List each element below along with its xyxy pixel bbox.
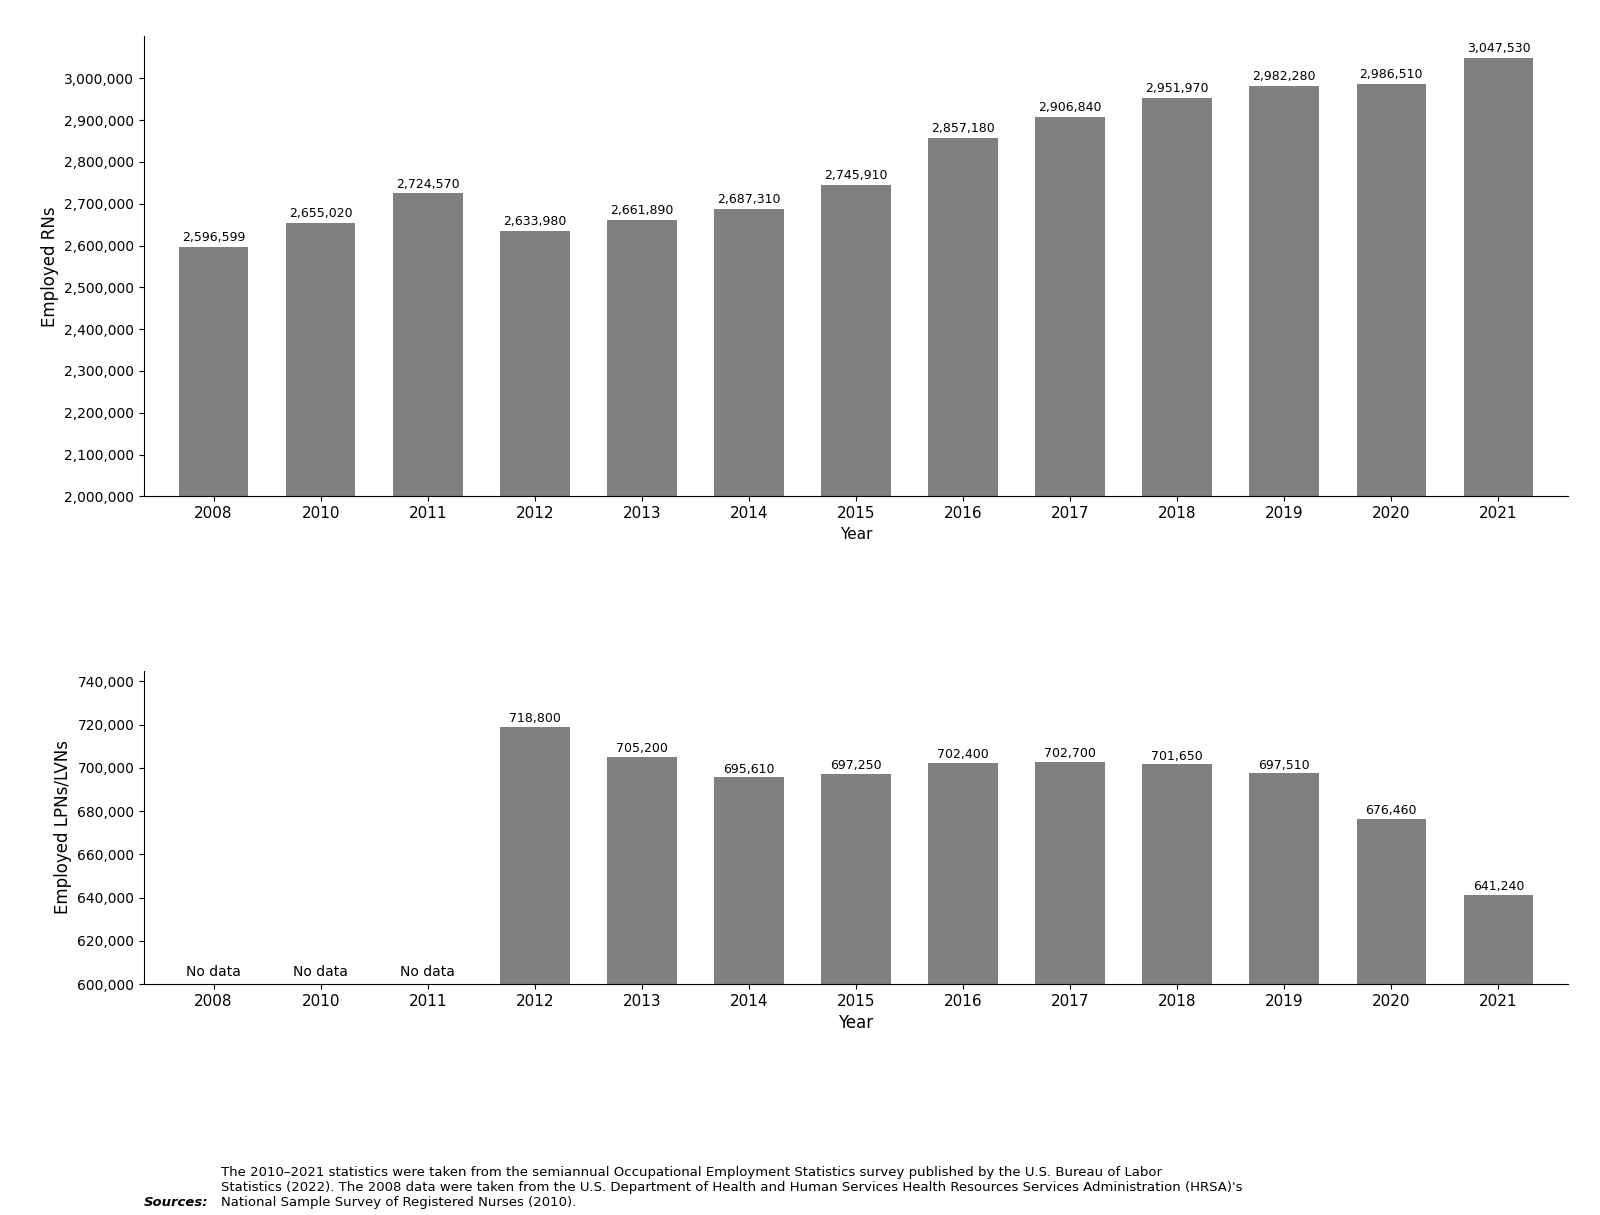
Text: 676,460: 676,460 — [1365, 804, 1418, 816]
Text: 3,047,530: 3,047,530 — [1467, 43, 1530, 56]
X-axis label: Year: Year — [838, 1015, 874, 1033]
Bar — [1464, 895, 1533, 1215]
Bar — [1464, 58, 1533, 1215]
Text: 697,250: 697,250 — [830, 759, 882, 772]
Text: 718,800: 718,800 — [509, 712, 560, 725]
Text: 2,745,910: 2,745,910 — [824, 169, 888, 181]
Text: 2,982,280: 2,982,280 — [1253, 69, 1317, 83]
Bar — [1035, 117, 1106, 1215]
Text: 2,655,020: 2,655,020 — [290, 207, 352, 220]
Bar — [821, 774, 891, 1215]
Text: No data: No data — [400, 965, 454, 979]
Bar — [179, 247, 248, 1215]
Bar — [606, 220, 677, 1215]
Bar — [1035, 762, 1106, 1215]
Text: 2,857,180: 2,857,180 — [931, 122, 995, 135]
Text: 697,510: 697,510 — [1259, 758, 1310, 772]
Text: The 2010–2021 statistics were taken from the semiannual Occupational Employment : The 2010–2021 statistics were taken from… — [221, 1166, 1242, 1209]
Text: 2,951,970: 2,951,970 — [1146, 83, 1210, 96]
Bar — [606, 757, 677, 1215]
Text: No data: No data — [293, 965, 349, 979]
Bar — [714, 778, 784, 1215]
Text: 2,633,980: 2,633,980 — [502, 215, 566, 228]
Bar — [1142, 98, 1213, 1215]
Text: 2,724,570: 2,724,570 — [395, 177, 459, 191]
Bar — [1142, 764, 1213, 1215]
Y-axis label: Employed RNs: Employed RNs — [40, 207, 59, 327]
Text: 695,610: 695,610 — [723, 763, 774, 775]
Text: 2,687,310: 2,687,310 — [717, 193, 781, 207]
Text: 705,200: 705,200 — [616, 742, 667, 755]
Text: Sources:: Sources: — [144, 1196, 208, 1209]
Bar — [1250, 773, 1318, 1215]
Bar — [1357, 84, 1426, 1215]
Text: No data: No data — [186, 965, 242, 979]
Bar — [394, 193, 462, 1215]
Text: 2,986,510: 2,986,510 — [1360, 68, 1422, 81]
X-axis label: Year: Year — [840, 527, 872, 542]
Text: 641,240: 641,240 — [1472, 880, 1525, 893]
Bar — [1357, 819, 1426, 1215]
Bar — [714, 209, 784, 1215]
Y-axis label: Employed LPNs/LVNs: Employed LPNs/LVNs — [53, 740, 72, 915]
Bar — [928, 763, 998, 1215]
Text: 702,700: 702,700 — [1045, 747, 1096, 761]
Text: 701,650: 701,650 — [1152, 750, 1203, 763]
Bar — [499, 231, 570, 1215]
Bar — [499, 728, 570, 1215]
Text: 2,596,599: 2,596,599 — [182, 231, 245, 244]
Bar — [286, 222, 355, 1215]
Text: 702,400: 702,400 — [938, 748, 989, 761]
Bar — [928, 139, 998, 1215]
Bar — [1250, 86, 1318, 1215]
Text: 2,661,890: 2,661,890 — [610, 204, 674, 216]
Text: 2,906,840: 2,906,840 — [1038, 101, 1102, 114]
Bar — [821, 185, 891, 1215]
